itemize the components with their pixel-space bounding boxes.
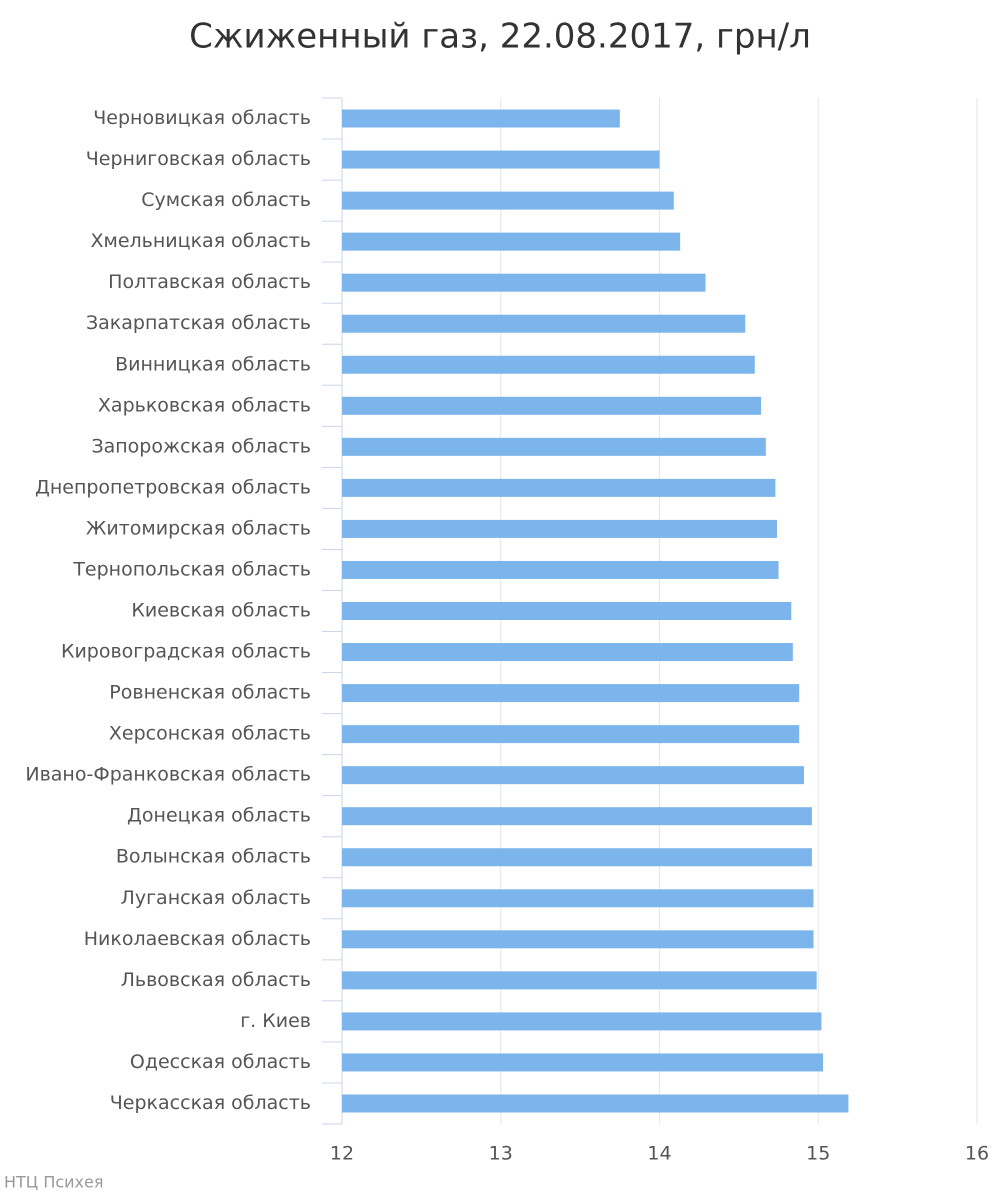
bar bbox=[342, 396, 762, 415]
bar bbox=[342, 273, 706, 292]
bar bbox=[342, 889, 814, 908]
bar bbox=[342, 519, 777, 538]
y-tick-label: Сумская область bbox=[141, 189, 311, 211]
y-tick-label: г. Киев bbox=[240, 1010, 311, 1032]
y-tick-label: Днепропетровская область bbox=[35, 476, 311, 498]
y-tick-label: Львовская область bbox=[121, 969, 311, 991]
source: НТЦ Психея bbox=[4, 1173, 103, 1192]
bar bbox=[342, 232, 681, 251]
bar bbox=[342, 684, 800, 703]
x-tick-label: 15 bbox=[806, 1143, 830, 1165]
y-tick-label: Хмельницкая область bbox=[90, 230, 311, 252]
y-tick-label: Одесская область bbox=[130, 1051, 311, 1073]
y-tick-label: Житомирская область bbox=[86, 517, 311, 539]
bar bbox=[342, 807, 812, 826]
y-tick-label: Ивано-Франковская область bbox=[25, 764, 311, 786]
y-tick-label: Киевская область bbox=[131, 600, 311, 622]
bar bbox=[342, 109, 620, 128]
bar bbox=[342, 930, 814, 949]
bar bbox=[342, 191, 674, 210]
y-tick-label: Донецкая область bbox=[127, 805, 311, 827]
y-tick-label: Запорожская область bbox=[91, 435, 311, 457]
y-tick-label: Кировоградская область bbox=[61, 641, 311, 663]
bar bbox=[342, 766, 804, 785]
y-tick-label: Харьковская область bbox=[98, 394, 311, 416]
x-tick-label: 14 bbox=[647, 1143, 671, 1165]
bar bbox=[342, 848, 812, 867]
y-tick-label: Тернопольская область bbox=[72, 558, 311, 580]
bar bbox=[342, 355, 755, 374]
bar bbox=[342, 1012, 822, 1031]
bar bbox=[342, 150, 660, 169]
y-tick-label: Луганская область bbox=[121, 887, 311, 909]
bar bbox=[342, 1053, 824, 1072]
bar bbox=[342, 602, 792, 620]
bar bbox=[342, 560, 779, 579]
y-tick-label: Закарпатская область bbox=[86, 312, 311, 334]
y-tick-label: Черниговская область bbox=[86, 148, 311, 170]
x-tick-label: 16 bbox=[965, 1143, 989, 1165]
bar bbox=[342, 478, 776, 497]
y-tick-label: Херсонская область bbox=[109, 723, 311, 745]
bar bbox=[342, 1094, 849, 1113]
bar bbox=[342, 971, 817, 990]
y-tick-label: Волынская область bbox=[116, 846, 311, 868]
y-tick-label: Полтавская область bbox=[108, 271, 311, 293]
bar bbox=[342, 643, 793, 662]
bar bbox=[342, 725, 800, 744]
x-tick-label: 12 bbox=[330, 1143, 354, 1165]
bar bbox=[342, 437, 766, 456]
chart-title: Сжиженный газ, 22.08.2017, грн/л bbox=[189, 17, 811, 57]
y-tick-label: Винницкая область bbox=[115, 353, 311, 375]
bar bbox=[342, 314, 746, 333]
y-tick-label: Ровненская область bbox=[109, 682, 311, 704]
y-tick-label: Черкасская область bbox=[110, 1092, 311, 1114]
y-tick-label: Черновицкая область bbox=[93, 107, 311, 129]
x-tick-label: 13 bbox=[489, 1143, 513, 1165]
y-tick-label: Николаевская область bbox=[84, 928, 311, 950]
